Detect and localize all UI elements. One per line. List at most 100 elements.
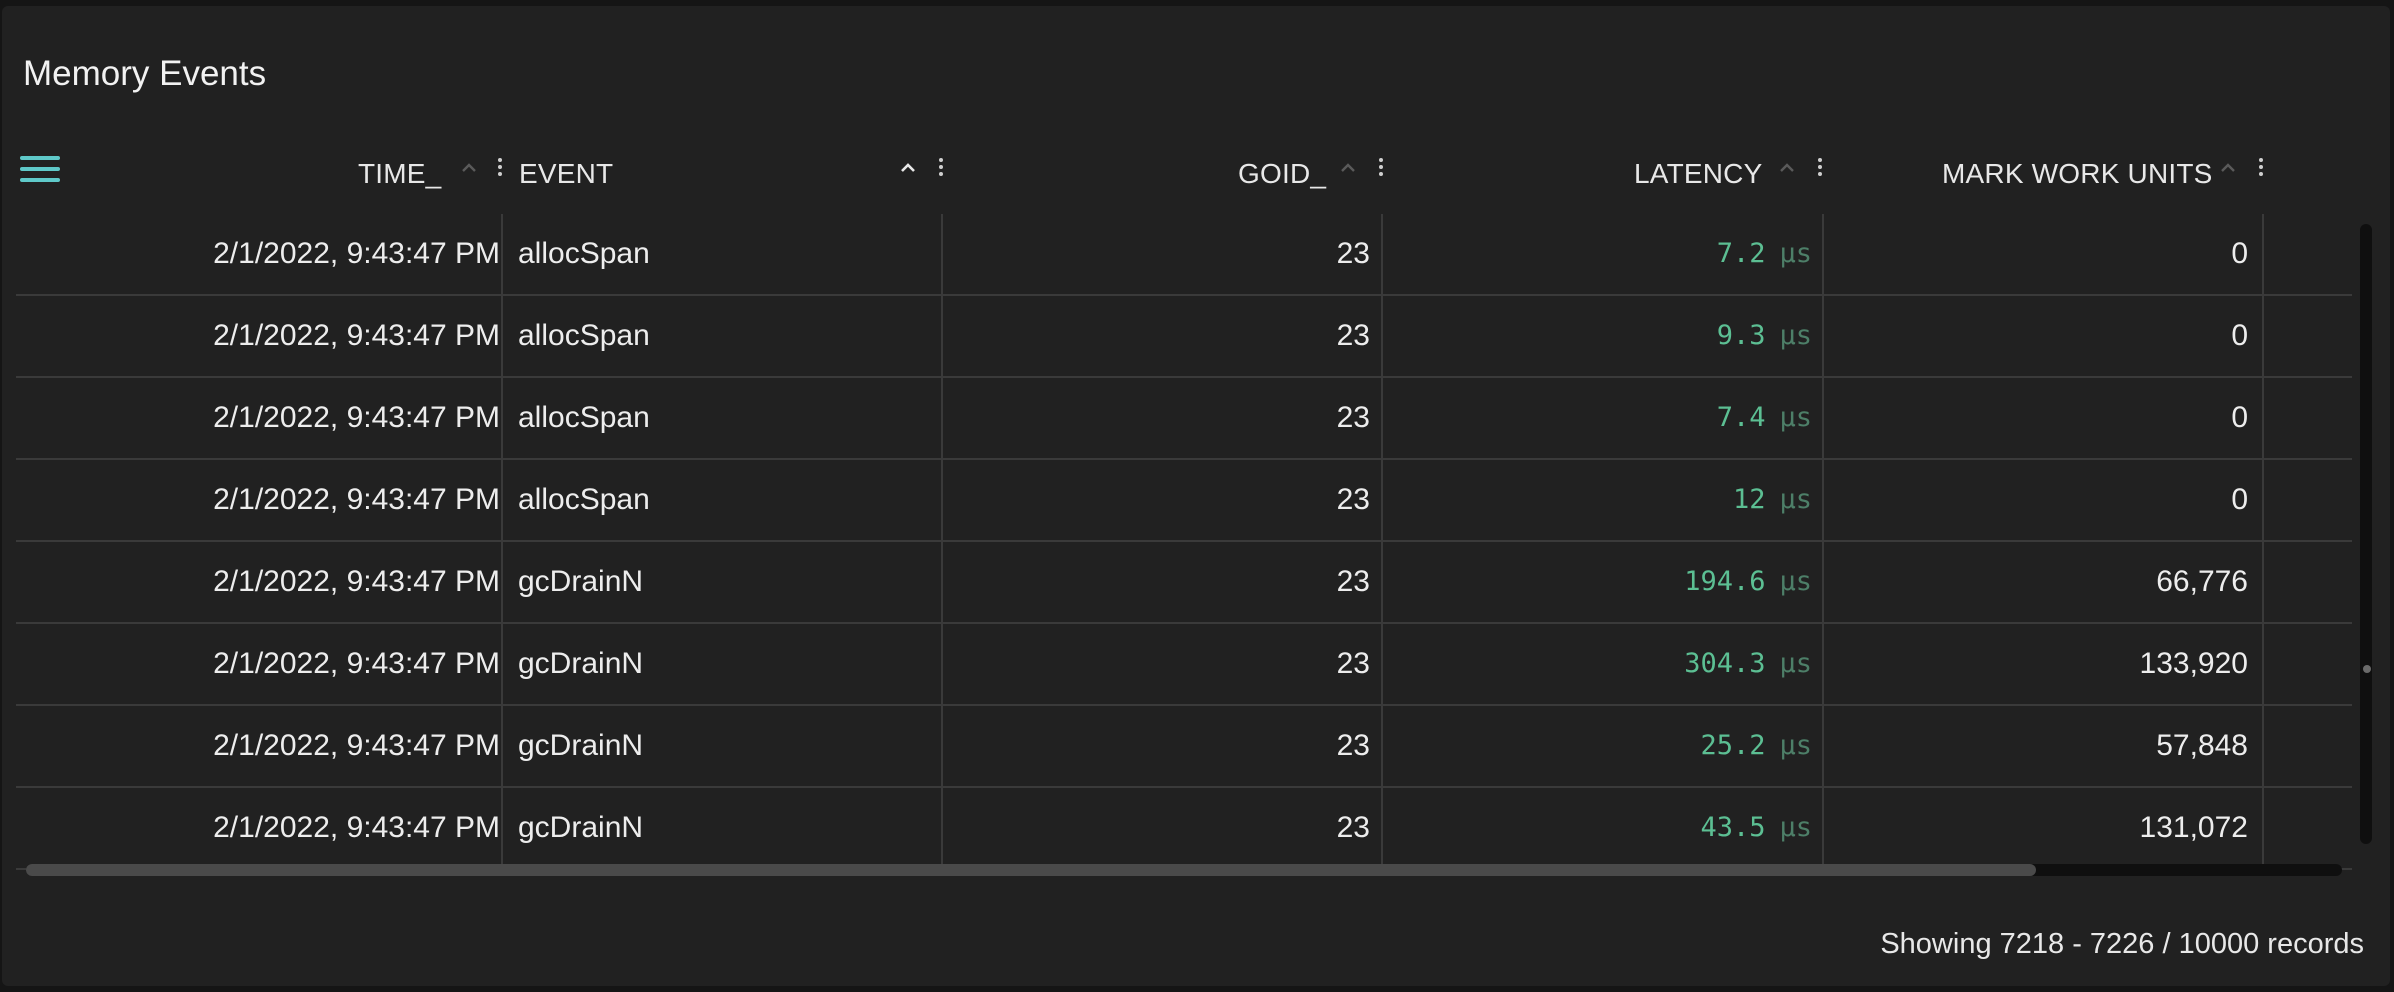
column-divider — [501, 624, 503, 704]
column-divider — [1822, 460, 1824, 540]
cell-event: gcDrainN — [518, 647, 644, 680]
column-menu-kebab-icon[interactable] — [495, 158, 505, 184]
table-row[interactable]: 2/1/2022, 9:43:47 PM allocSpan 23 12 µs 0 — [16, 460, 2352, 542]
column-divider — [501, 378, 503, 458]
sort-chevron-up-icon[interactable] — [1774, 155, 1800, 181]
cell-goid: 23 — [1336, 319, 1370, 352]
sort-chevron-up-icon[interactable] — [895, 155, 921, 181]
column-divider — [2262, 460, 2264, 540]
column-header-latency[interactable]: LATENCY — [2, 141, 1842, 201]
column-divider — [1822, 624, 1824, 704]
column-divider — [941, 624, 943, 704]
cell-mark-work-units: 131,072 — [2139, 811, 2248, 844]
cell-time: 2/1/2022, 9:43:47 PM — [213, 565, 500, 598]
hamburger-menu-icon[interactable] — [20, 156, 60, 186]
latency-value: 304.3 — [1684, 648, 1766, 679]
cell-time: 2/1/2022, 9:43:47 PM — [213, 647, 500, 680]
latency-unit: µs — [1779, 238, 1812, 269]
latency-value: 7.2 — [1716, 238, 1766, 269]
column-divider — [941, 378, 943, 458]
column-divider — [2262, 706, 2264, 786]
cell-mark-work-units: 133,920 — [2139, 647, 2248, 680]
latency-unit: µs — [1779, 812, 1812, 843]
table-row[interactable]: 2/1/2022, 9:43:47 PM allocSpan 23 7.4 µs 0 — [16, 378, 2352, 460]
latency-value: 194.6 — [1684, 566, 1766, 597]
panel-title: Memory Events — [23, 54, 267, 93]
cell-latency: 9.3 µs — [1717, 296, 1812, 376]
column-divider — [2262, 624, 2264, 704]
column-divider — [941, 706, 943, 786]
cell-latency: 194.6 µs — [1684, 542, 1812, 622]
table-row[interactable]: 2/1/2022, 9:43:47 PM gcDrainN 23 43.5 µs 131,… — [16, 788, 2352, 870]
sort-chevron-up-icon[interactable] — [2215, 155, 2241, 181]
vertical-scrollbar-thumb[interactable] — [2363, 665, 2371, 673]
table-row[interactable]: 2/1/2022, 9:43:47 PM allocSpan 23 9.3 µs 0 — [16, 296, 2352, 378]
column-divider — [941, 788, 943, 868]
column-header-mark-work-units[interactable]: MARK WORK UNITS — [2, 141, 2282, 201]
column-menu-kebab-icon[interactable] — [936, 158, 946, 184]
cell-latency: 12 µs — [1733, 460, 1812, 540]
records-status: Showing 7218 - 7226 / 10000 records — [1880, 928, 2364, 960]
vertical-scrollbar[interactable] — [2360, 224, 2372, 844]
cell-mark-work-units: 57,848 — [2156, 729, 2248, 762]
column-divider — [501, 788, 503, 868]
horizontal-scrollbar[interactable] — [26, 864, 2342, 876]
cell-goid: 23 — [1336, 729, 1370, 762]
cell-mark-work-units: 0 — [2231, 401, 2248, 434]
column-header-label: EVENT — [519, 158, 614, 189]
column-header-event[interactable]: EVENT — [2, 141, 952, 201]
sort-chevron-up-icon[interactable] — [456, 155, 482, 181]
table-row[interactable]: 2/1/2022, 9:43:47 PM gcDrainN 23 194.6 µs 66,… — [16, 542, 2352, 624]
column-divider — [1381, 542, 1383, 622]
column-divider — [1822, 542, 1824, 622]
column-header-label: GOID_ — [1238, 158, 1327, 189]
cell-goid: 23 — [1336, 483, 1370, 516]
column-divider — [1381, 460, 1383, 540]
column-divider — [1381, 378, 1383, 458]
column-divider — [1381, 706, 1383, 786]
cell-time: 2/1/2022, 9:43:47 PM — [213, 237, 500, 270]
column-divider — [501, 460, 503, 540]
table-row[interactable]: 2/1/2022, 9:43:47 PM allocSpan 23 7.2 µs 0 — [16, 214, 2352, 296]
latency-value: 9.3 — [1716, 320, 1766, 351]
column-divider — [501, 542, 503, 622]
column-header-goid[interactable]: GOID_ — [2, 141, 1402, 201]
horizontal-scrollbar-thumb[interactable] — [26, 864, 2036, 876]
cell-goid: 23 — [1336, 811, 1370, 844]
sort-chevron-up-icon[interactable] — [1335, 155, 1361, 181]
latency-value: 7.4 — [1716, 402, 1766, 433]
column-divider — [501, 706, 503, 786]
cell-latency: 25.2 µs — [1700, 706, 1812, 786]
column-divider — [1822, 788, 1824, 868]
cell-event: gcDrainN — [518, 729, 644, 762]
latency-value: 12 — [1732, 484, 1766, 515]
cell-goid: 23 — [1336, 237, 1370, 270]
column-divider — [941, 460, 943, 540]
column-divider — [1381, 296, 1383, 376]
cell-event: allocSpan — [518, 319, 650, 352]
cell-time: 2/1/2022, 9:43:47 PM — [213, 811, 500, 844]
cell-event: gcDrainN — [518, 811, 644, 844]
column-menu-kebab-icon[interactable] — [1376, 158, 1386, 184]
cell-time: 2/1/2022, 9:43:47 PM — [213, 401, 500, 434]
column-divider — [941, 296, 943, 376]
column-divider — [941, 214, 943, 294]
cell-mark-work-units: 0 — [2231, 319, 2248, 352]
cell-latency: 7.2 µs — [1717, 214, 1812, 294]
latency-unit: µs — [1779, 566, 1812, 597]
cell-event: gcDrainN — [518, 565, 644, 598]
cell-event: allocSpan — [518, 237, 650, 270]
column-menu-kebab-icon[interactable] — [1815, 158, 1825, 184]
column-header-label: TIME_ — [358, 158, 442, 189]
column-divider — [1381, 788, 1383, 868]
column-divider — [1822, 706, 1824, 786]
column-divider — [2262, 378, 2264, 458]
column-divider — [1822, 378, 1824, 458]
table-row[interactable]: 2/1/2022, 9:43:47 PM gcDrainN 23 304.3 µs 133… — [16, 624, 2352, 706]
cell-latency: 43.5 µs — [1700, 788, 1812, 868]
column-menu-kebab-icon[interactable] — [2256, 158, 2266, 184]
column-header-time[interactable]: TIME_ — [2, 141, 502, 201]
cell-mark-work-units: 0 — [2231, 237, 2248, 270]
column-divider — [1822, 214, 1824, 294]
table-row[interactable]: 2/1/2022, 9:43:47 PM gcDrainN 23 25.2 µs 57,8… — [16, 706, 2352, 788]
